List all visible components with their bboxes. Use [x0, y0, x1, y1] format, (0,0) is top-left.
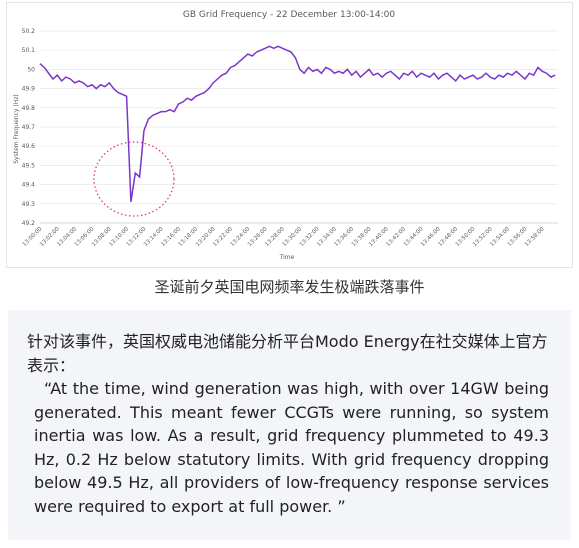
caption: 圣诞前夕英国电网频率发生极端跌落事件 — [154, 278, 425, 296]
y-tick-label: 49.3 — [22, 201, 36, 208]
chart: GB Grid Frequency - 22 December 13:00-14… — [6, 2, 573, 268]
y-tick-label: 49.7 — [22, 124, 36, 131]
x-axis-label: Time — [279, 254, 295, 261]
y-tick-label: 49.8 — [22, 105, 36, 112]
y-tick-label: 50.2 — [22, 28, 36, 35]
y-tick-label: 49.2 — [22, 220, 36, 227]
quote-box — [8, 310, 571, 540]
quote-text: “At the time, wind generation was high, … — [34, 379, 549, 516]
y-tick-label: 50.1 — [22, 47, 36, 54]
y-tick-label: 49.9 — [22, 86, 36, 93]
y-tick-label: 49.6 — [22, 143, 36, 150]
y-tick-label: 49.4 — [22, 182, 36, 189]
chart-title: GB Grid Frequency - 22 December 13:00-14… — [183, 10, 395, 20]
y-axis-label: System Frequency (Hz) — [13, 94, 20, 164]
line-series — [39, 45, 556, 202]
highlight-circle — [93, 141, 175, 217]
y-tick-label: 50 — [27, 66, 35, 73]
y-tick-label: 49.5 — [22, 162, 36, 169]
intro-text: 针对该事件，英国权威电池储能分析平台Modo Energy在社交媒体上官方表示： — [27, 332, 548, 375]
